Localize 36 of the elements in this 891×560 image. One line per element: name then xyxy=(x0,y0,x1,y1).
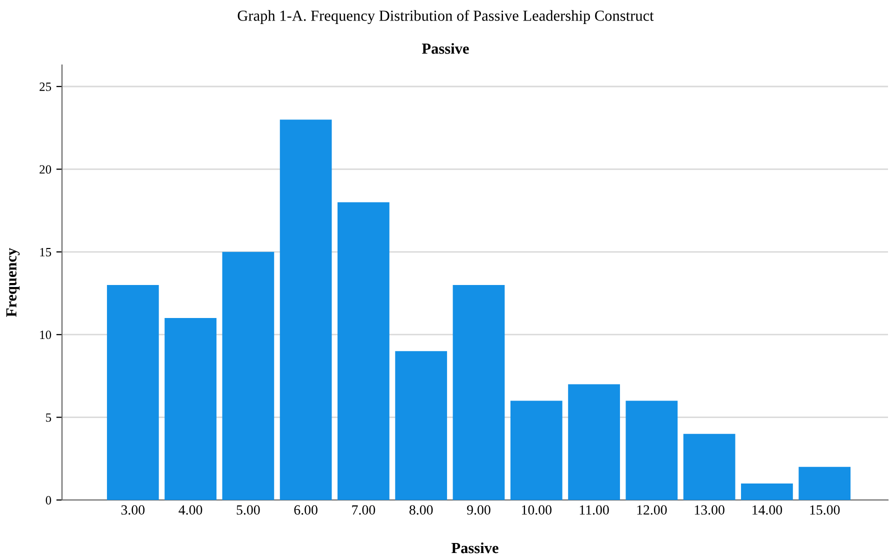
bar xyxy=(395,351,448,500)
bar xyxy=(452,284,505,500)
chart-subtitle: Passive xyxy=(422,43,469,54)
x-axis-title: Passive xyxy=(451,542,498,554)
y-tick-label: 10 xyxy=(40,330,52,340)
y-tick-label: 15 xyxy=(40,248,52,256)
x-tick-label: 6.00 xyxy=(294,505,318,515)
bar xyxy=(106,284,159,500)
chart-title: Graph 1-A. Frequency Distribution of Passive Leadership Construct xyxy=(238,10,654,24)
y-tick-label: 20 xyxy=(40,165,52,174)
bar xyxy=(510,400,562,500)
y-tick-label: 5 xyxy=(46,413,52,422)
x-tick-label: 13.00 xyxy=(694,505,724,515)
x-tick-label: 4.00 xyxy=(178,505,202,515)
x-tick-label: 10.00 xyxy=(522,505,552,515)
bar xyxy=(568,384,620,500)
bar xyxy=(741,483,793,500)
y-axis-title: Frequency xyxy=(6,248,20,317)
x-tick-label: 12.00 xyxy=(637,505,667,515)
bar xyxy=(798,466,851,500)
y-tick-label: 0 xyxy=(46,496,52,504)
x-tick-label: 8.00 xyxy=(409,505,433,515)
x-tick-label: 3.00 xyxy=(121,505,145,515)
bar xyxy=(280,120,332,500)
bar xyxy=(164,318,216,500)
x-tick-label: 15.00 xyxy=(810,505,840,515)
bar xyxy=(683,434,736,500)
bar xyxy=(222,252,274,500)
x-tick-label: 11.00 xyxy=(580,505,609,515)
x-tick-label: 9.00 xyxy=(467,505,490,515)
y-tick-label: 25 xyxy=(40,82,52,91)
x-tick-label: 5.00 xyxy=(236,505,260,515)
x-tick-label: 7.00 xyxy=(352,505,376,515)
bar xyxy=(626,400,678,500)
bar xyxy=(338,202,390,500)
x-tick-label: 14.00 xyxy=(752,505,782,515)
